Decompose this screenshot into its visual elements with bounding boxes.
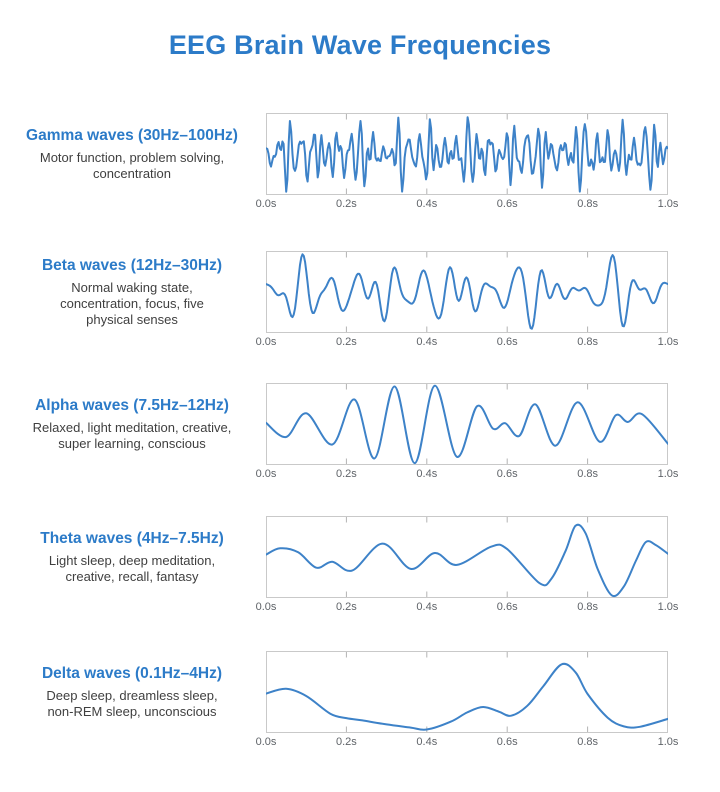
time-axis-theta: 0.0s 0.2s 0.4s 0.6s 0.8s 1.0s xyxy=(256,601,679,617)
wave-section-beta: Beta waves (12Hz–30Hz) Normal waking sta… xyxy=(0,251,720,351)
wave-info-gamma: Gamma waves (30Hz–100Hz) Motor function,… xyxy=(6,113,258,195)
axis-tick-label: 0.8s xyxy=(577,198,598,210)
time-axis-alpha: 0.0s 0.2s 0.4s 0.6s 0.8s 1.0s xyxy=(256,468,679,484)
wave-info-alpha: Alpha waves (7.5Hz–12Hz) Relaxed, light … xyxy=(6,383,258,465)
wave-label-alpha: Alpha waves (7.5Hz–12Hz) xyxy=(35,396,229,414)
axis-tick-label: 0.4s xyxy=(416,198,438,210)
axis-tick-label: 0.6s xyxy=(496,198,518,210)
waveform-gamma xyxy=(266,113,668,195)
axis-tick-label: 0.4s xyxy=(416,336,438,348)
axis-tick-label: 0.6s xyxy=(496,601,518,613)
wave-section-theta: Theta waves (4Hz–7.5Hz) Light sleep, dee… xyxy=(0,516,720,616)
wave-trace-alpha xyxy=(266,384,668,465)
axis-tick-label: 0.0s xyxy=(255,601,277,613)
axis-tick-label: 0.0s xyxy=(255,336,277,348)
wave-trace-beta xyxy=(266,253,668,330)
axis-tick-label: 0.2s xyxy=(335,468,357,480)
axis-tick-label: 0.8s xyxy=(577,336,598,348)
wave-label-theta: Theta waves (4Hz–7.5Hz) xyxy=(40,529,224,547)
waveform-delta xyxy=(266,651,668,733)
waveform-beta xyxy=(266,251,668,333)
axis-tick-label: 0.4s xyxy=(416,601,438,613)
wave-label-delta: Delta waves (0.1Hz–4Hz) xyxy=(41,664,223,682)
wave-description-delta: Deep sleep, dreamless sleep, non-REM sle… xyxy=(46,687,218,719)
axis-tick-label: 0.0s xyxy=(255,468,277,480)
plot-frame xyxy=(266,113,668,195)
axis-tick-label: 0.6s xyxy=(496,336,518,348)
wave-plot-gamma: 0.0s 0.2s 0.4s 0.6s 0.8s 1.0s xyxy=(256,113,679,214)
axis-tick-label: 0.8s xyxy=(577,601,598,613)
wave-info-theta: Theta waves (4Hz–7.5Hz) Light sleep, dee… xyxy=(6,516,258,598)
axis-tick-label: 0.2s xyxy=(335,736,357,748)
axis-tick-label: 0.4s xyxy=(416,468,438,480)
wave-trace-theta xyxy=(266,523,668,598)
wave-plot-delta: 0.0s 0.2s 0.4s 0.6s 0.8s 1.0s xyxy=(256,651,679,752)
plot-frame xyxy=(266,651,668,733)
axis-tick-label: 1.0s xyxy=(657,736,679,748)
wave-plot-beta: 0.0s 0.2s 0.4s 0.6s 0.8s 1.0s xyxy=(256,251,679,352)
axis-tick-label: 0.0s xyxy=(255,736,277,748)
wave-trace-gamma xyxy=(266,116,668,193)
axis-tick-label: 0.2s xyxy=(335,601,357,613)
plot-frame xyxy=(266,383,668,465)
wave-label-beta: Beta waves (12Hz–30Hz) xyxy=(41,256,223,274)
axis-tick-label: 0.2s xyxy=(335,336,357,348)
axis-tick-label: 1.0s xyxy=(657,336,679,348)
wave-info-delta: Delta waves (0.1Hz–4Hz) Deep sleep, drea… xyxy=(6,651,258,733)
axis-tick-label: 0.8s xyxy=(577,736,598,748)
wave-description-alpha: Relaxed, light meditation, creative, sup… xyxy=(32,419,232,451)
axis-tick-label: 0.6s xyxy=(496,468,518,480)
axis-tick-label: 0.0s xyxy=(255,198,277,210)
time-axis-delta: 0.0s 0.2s 0.4s 0.6s 0.8s 1.0s xyxy=(256,736,679,752)
wave-description-theta: Light sleep, deep meditation, creative, … xyxy=(48,552,216,584)
axis-tick-label: 0.2s xyxy=(335,198,357,210)
wave-label-gamma: Gamma waves (30Hz–100Hz) xyxy=(26,126,238,144)
wave-description-beta: Normal waking state, concentration, focu… xyxy=(60,279,204,327)
wave-section-gamma: Gamma waves (30Hz–100Hz) Motor function,… xyxy=(0,113,720,213)
plot-frame xyxy=(266,251,668,333)
wave-description-gamma: Motor function, problem solving, concent… xyxy=(39,149,225,181)
axis-tick-label: 0.4s xyxy=(416,736,438,748)
time-axis-gamma: 0.0s 0.2s 0.4s 0.6s 0.8s 1.0s xyxy=(256,198,679,214)
wave-plot-theta: 0.0s 0.2s 0.4s 0.6s 0.8s 1.0s xyxy=(256,516,679,617)
axis-tick-label: 1.0s xyxy=(657,198,679,210)
waveform-alpha xyxy=(266,383,668,465)
wave-section-alpha: Alpha waves (7.5Hz–12Hz) Relaxed, light … xyxy=(0,383,720,483)
plot-frame xyxy=(266,516,668,598)
page-title: EEG Brain Wave Frequencies xyxy=(168,30,552,60)
waveform-theta xyxy=(266,516,668,598)
wave-section-delta: Delta waves (0.1Hz–4Hz) Deep sleep, drea… xyxy=(0,651,720,751)
axis-tick-label: 1.0s xyxy=(657,601,679,613)
axis-tick-label: 1.0s xyxy=(657,468,679,480)
time-axis-beta: 0.0s 0.2s 0.4s 0.6s 0.8s 1.0s xyxy=(256,336,679,352)
axis-tick-label: 0.6s xyxy=(496,736,518,748)
wave-info-beta: Beta waves (12Hz–30Hz) Normal waking sta… xyxy=(6,251,258,333)
wave-plot-alpha: 0.0s 0.2s 0.4s 0.6s 0.8s 1.0s xyxy=(256,383,679,484)
axis-tick-label: 0.8s xyxy=(577,468,598,480)
wave-trace-delta xyxy=(266,662,668,731)
